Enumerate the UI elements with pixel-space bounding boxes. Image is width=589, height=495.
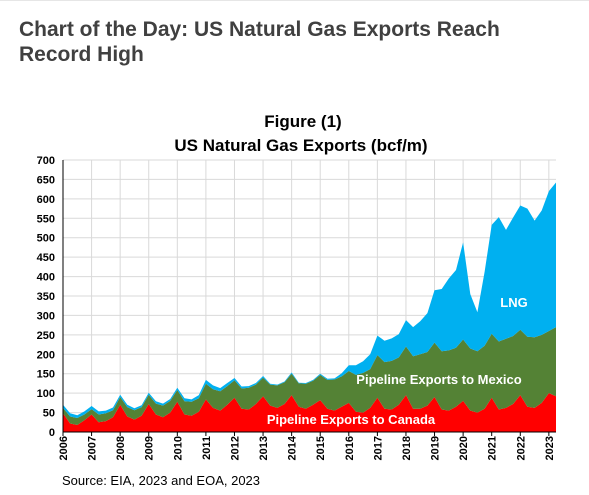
y-tick-label: 250	[37, 330, 55, 342]
y-tick-label: 550	[37, 213, 55, 225]
y-tick-label: 300	[37, 310, 55, 322]
top-divider	[0, 0, 589, 1]
article-title: Chart of the Day: US Natural Gas Exports…	[19, 18, 500, 66]
x-tick-label: 2023	[544, 436, 556, 460]
canada-area	[63, 393, 556, 432]
x-tick-label: 2008	[115, 436, 127, 460]
y-tick-label: 200	[37, 349, 55, 361]
x-tick-label: 2021	[487, 436, 499, 460]
x-tick-label: 2011	[201, 436, 213, 460]
lng-series-label: LNG	[500, 295, 527, 310]
x-tick-label: 2019	[430, 436, 442, 460]
mexico-area	[63, 327, 556, 425]
y-tick-label: 650	[37, 174, 55, 186]
x-tick-label: 2013	[258, 436, 270, 460]
y-tick-label: 50	[43, 408, 55, 420]
y-tick-label: 350	[37, 291, 55, 303]
x-tick-label: 2017	[372, 436, 384, 460]
x-tick-label: 2018	[401, 436, 413, 460]
x-tick-label: 2012	[229, 436, 241, 460]
source-note: Source: EIA, 2023 and EOA, 2023	[62, 473, 261, 488]
y-tick-label: 700	[37, 155, 55, 167]
y-tick-label: 400	[37, 272, 55, 284]
y-tick-label: 100	[37, 388, 55, 400]
x-tick-label: 2010	[172, 436, 184, 460]
mexico-series-label: Pipeline Exports to Mexico	[356, 372, 521, 387]
y-tick-label: 450	[37, 252, 55, 264]
y-tick-label: 0	[49, 427, 55, 439]
x-tick-label: 2016	[344, 436, 356, 460]
figure-label: Figure (1)	[264, 112, 341, 131]
y-tick-label: 500	[37, 233, 55, 245]
canada-series-label: Pipeline Exports to Canada	[267, 412, 436, 427]
y-tick-label: 150	[37, 369, 55, 381]
x-tick-label: 2007	[87, 436, 99, 460]
x-tick-label: 2009	[144, 436, 156, 460]
y-tick-label: 600	[37, 194, 55, 206]
lng-area	[63, 182, 556, 418]
x-tick-label: 2020	[458, 436, 470, 460]
x-tick-label: 2014	[287, 435, 299, 460]
x-tick-label: 2015	[315, 436, 327, 460]
x-tick-label: 2022	[515, 436, 527, 460]
chart-title: US Natural Gas Exports (bcf/m)	[174, 136, 427, 155]
x-tick-label: 2006	[58, 436, 70, 460]
